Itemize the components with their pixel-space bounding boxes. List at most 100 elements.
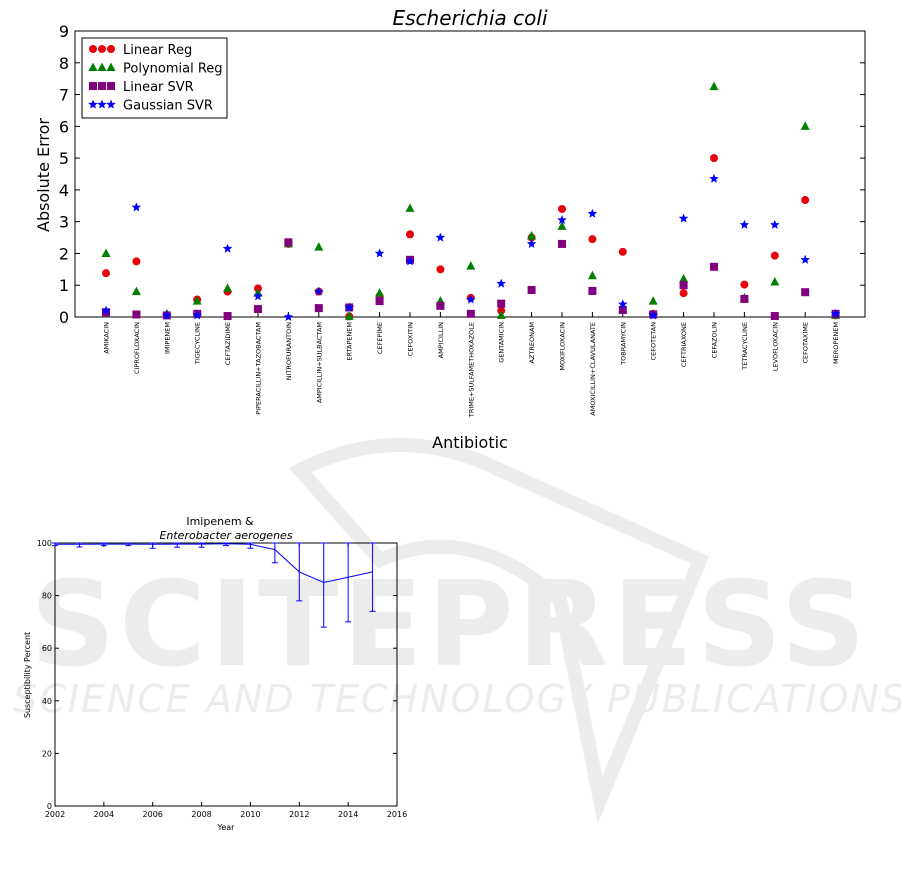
chart2-series-line [55,543,373,584]
data-point-circle [740,280,749,289]
data-point-square [618,306,627,315]
x-tick-label: 2010 [240,810,260,819]
data-point-square [254,305,262,314]
x-tick-label: 2012 [289,810,309,819]
data-point-star [648,310,658,320]
x-tick-label: LEVOFLOXACIN [771,322,779,371]
x-tick-label: 2002 [45,810,65,819]
chart2-x-axis: 2002 2004 2006 2008 2010 2012 2014 2016 [45,543,407,819]
data-point-star [800,254,810,264]
data-point-triangle [587,270,597,280]
x-tick-label: TRIME+SULFAMETHOXAZOLE [467,322,475,418]
data-point-square [527,285,536,294]
x-tick-label: AMIKACIN [103,322,111,354]
data-point-triangle [314,242,324,251]
x-tick-label: CIPROFLOXACIN [133,322,141,374]
data-point-square [466,309,475,318]
y-tick-label: 8 [59,54,69,73]
data-point-star [283,312,294,321]
data-point-circle [618,247,627,256]
data-point-triangle [375,288,385,297]
data-point-star [678,213,689,223]
data-point-circle [132,257,141,266]
x-tick-label: MOXIFLOXACIN [559,322,567,371]
y-tick-label: 7 [59,86,69,105]
chart1-x-axis: AMIKACIN CIPROFLOXACIN IMIPENEM TIGECYCLINE… [103,312,840,418]
data-point-star [526,238,537,248]
data-point-star [739,219,750,229]
chart2-xlabel: Year [217,823,236,832]
data-point-circle [102,269,110,278]
y-tick-label: 9 [59,22,69,41]
data-point-star [770,219,780,229]
data-point-triangle [223,283,233,292]
legend-marker-triangle [106,62,116,71]
data-point-square [588,286,597,295]
data-point-circle [710,154,718,163]
y-tick-label: 3 [59,213,69,232]
y-tick-label: 60 [42,644,52,653]
chart1-legend: Linear Reg Polynomial Reg Linear SVR Gaussi… [81,37,228,119]
data-point-triangle [466,261,476,270]
data-point-square [497,299,506,308]
chart2-plot-frame [54,542,398,807]
data-point-square [679,281,688,290]
x-tick-label: 2004 [94,810,114,819]
data-point-star [344,302,354,312]
error-bar [271,542,278,564]
x-tick-label: CEFTAZIDIME [224,322,232,365]
data-point-square [710,262,718,271]
data-point-square [375,297,384,306]
data-point-triangle [709,81,719,91]
x-tick-label: CEFTRIAXONE [680,322,688,367]
chart2-title-line2: Enterobacter aerogenes [159,529,292,542]
x-tick-label: 2006 [143,810,163,819]
data-point-star [162,310,172,320]
data-point-triangle [344,311,354,320]
x-tick-label: 2016 [387,810,407,819]
chart2-error-bars [52,542,376,628]
y-tick-label: 20 [42,749,52,758]
data-point-square [284,238,293,247]
data-point-star [496,278,506,288]
legend-marker-triangle [97,62,107,71]
data-point-circle [588,235,597,244]
y-tick-label: 4 [59,181,69,200]
x-tick-label: TETRACYCLINE [741,322,749,371]
data-point-circle [436,265,445,274]
data-point-circle [558,204,566,213]
data-point-triangle [101,248,111,257]
x-tick-label: CEFEPIME [376,322,384,354]
error-bar [320,542,327,628]
data-point-triangle [800,121,810,130]
x-tick-label: CEFOTAXIME [802,322,810,364]
x-tick-label: AMOXICILLIN+CLAVULANATE [589,322,597,416]
data-point-triangle [557,221,567,230]
x-tick-label: CEFAZOLIN [711,322,719,358]
legend-marker-triangle [88,62,98,71]
chart1-title: Escherichia coli [393,6,548,30]
data-point-triangle [527,230,537,240]
x-tick-label: ERTAPENEM [346,322,354,361]
error-bar [76,542,83,548]
x-tick-label: CEFOXITIN [407,322,415,356]
legend-marker-circle [89,45,97,53]
data-point-square [436,301,445,310]
data-point-square [314,304,323,313]
data-point-star [101,305,111,315]
data-point-square [132,310,141,319]
chart2-y-axis: 0 20 40 60 80 100 [37,539,397,811]
data-point-circle [801,196,810,205]
data-point-circle [406,230,414,239]
chart1-ylabel: Absolute Error [34,118,53,232]
data-point-square [223,312,232,321]
data-point-star [131,202,142,212]
susceptibility-line-chart: Imipenem & Enterobacter aerogenes 0 20 40 6… [23,515,407,832]
chart1-y-axis: 0 1 2 3 4 5 6 7 8 9 [59,22,865,327]
error-bar [345,542,352,623]
y-tick-label: 1 [59,276,69,295]
data-point-star [192,310,202,320]
data-point-triangle [496,310,506,319]
data-point-circle [770,251,779,260]
